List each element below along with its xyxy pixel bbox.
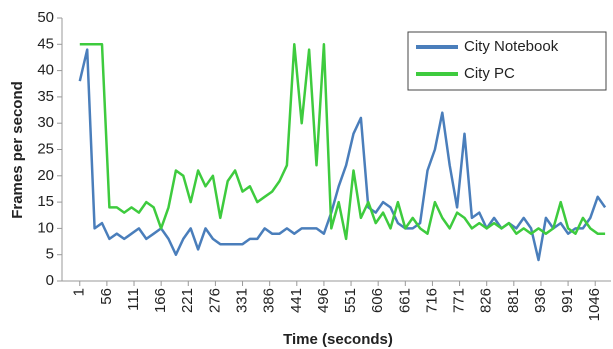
y-tick-label: 15 [37,193,54,210]
y-tick-label: 0 [46,272,54,289]
x-tick-label: 936 [532,288,549,313]
y-tick-label: 25 [37,140,54,157]
x-tick-label: 1046 [586,288,603,321]
x-tick-label: 166 [152,288,169,313]
y-tick-label: 5 [46,246,54,263]
x-tick-label: 991 [559,288,576,313]
y-axis-title: Frames per second [9,81,26,219]
x-tick-label: 606 [369,288,386,313]
y-tick-label: 10 [37,219,54,236]
x-tick-label: 881 [505,288,522,313]
x-tick-label: 496 [315,288,332,313]
x-tick-label: 826 [478,288,495,313]
y-tick-label: 30 [37,114,54,131]
x-tick-label: 221 [179,288,196,313]
x-tick-label: 1 [71,288,88,296]
x-tick-label: 386 [261,288,278,313]
x-tick-label: 771 [451,288,468,313]
x-tick-label: 111 [125,288,142,311]
x-tick-label: 661 [396,288,413,313]
series-line [79,43,606,241]
legend-box [407,31,607,91]
x-tick-label: 331 [234,288,251,313]
series-line [78,48,607,262]
y-tick-label: 40 [37,62,54,79]
x-tick-label: 56 [98,288,115,305]
legend-label: City Notebook [464,38,559,55]
x-tick-label: 276 [206,288,223,313]
legend-label: City PC [464,65,515,82]
y-tick-label: 20 [37,167,54,184]
x-tick-label: 441 [288,288,305,313]
x-axis-title: Time (seconds) [283,331,393,348]
y-tick-label: 35 [37,88,54,105]
y-tick-label: 50 [37,9,54,26]
x-tick-label: 551 [342,288,359,313]
y-tick-label: 45 [37,35,54,52]
x-tick-label: 716 [423,288,440,313]
